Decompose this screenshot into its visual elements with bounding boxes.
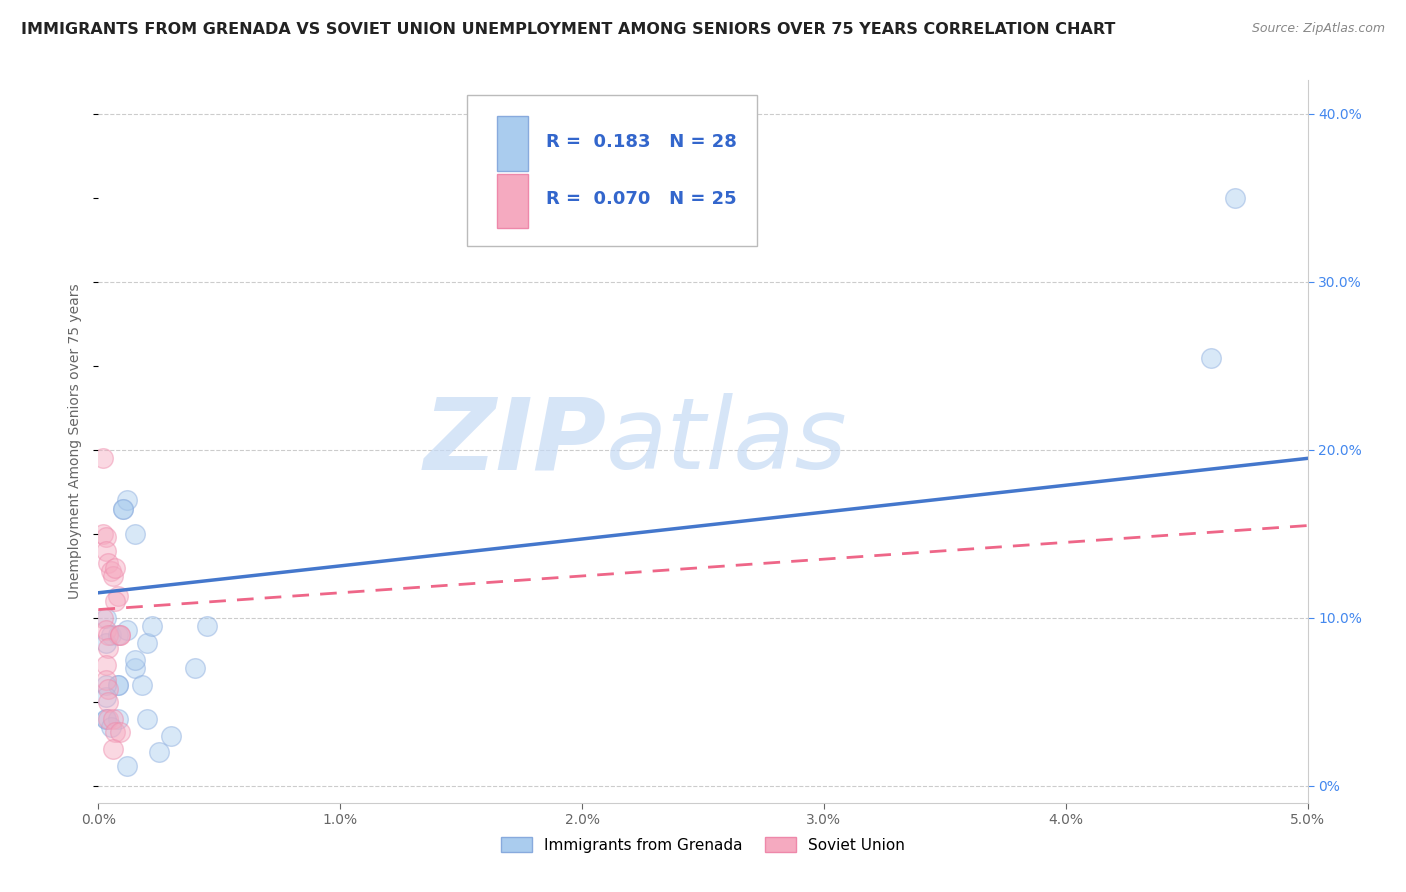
Point [94,543,117,558]
Y-axis label: Unemployment Among Seniors over 75 years: Unemployment Among Seniors over 75 years [69,284,83,599]
Point [91,611,114,625]
Point [97,712,120,726]
Point [94,623,117,637]
Text: ZIP: ZIP [423,393,606,490]
Point [1223,191,1246,205]
Point [135,712,157,726]
Text: R =  0.070   N = 25: R = 0.070 N = 25 [546,191,737,209]
Point [94,611,117,625]
Point [148,745,170,759]
Point [195,619,218,633]
Point [141,619,163,633]
Point [100,564,122,578]
Point [94,690,117,704]
FancyBboxPatch shape [467,95,758,246]
Point [97,556,120,570]
Point [117,493,139,508]
Point [107,712,129,726]
Point [111,501,134,516]
Point [135,636,157,650]
Point [97,628,120,642]
Point [184,661,207,675]
Point [124,527,146,541]
Point [1199,351,1222,365]
Point [104,725,127,739]
Point [108,725,131,739]
Point [94,530,117,544]
Text: R =  0.183   N = 28: R = 0.183 N = 28 [546,133,737,151]
Point [111,501,134,516]
Point [124,653,146,667]
Legend: Immigrants from Grenada, Soviet Union: Immigrants from Grenada, Soviet Union [494,829,912,860]
Point [131,678,153,692]
Point [108,628,131,642]
Point [104,560,127,574]
Point [101,569,124,583]
Point [94,636,117,650]
Point [108,628,131,642]
Point [94,712,117,726]
Point [94,678,117,692]
Point [100,628,122,642]
Bar [498,117,527,170]
Point [94,712,117,726]
Point [91,527,114,541]
Text: atlas: atlas [606,393,848,490]
Text: IMMIGRANTS FROM GRENADA VS SOVIET UNION UNEMPLOYMENT AMONG SENIORS OVER 75 YEARS: IMMIGRANTS FROM GRENADA VS SOVIET UNION … [21,22,1115,37]
Point [107,628,129,642]
Point [97,681,120,696]
Point [94,658,117,673]
Point [107,678,129,692]
Point [107,589,129,603]
Point [91,451,114,466]
Point [94,673,117,687]
Point [97,695,120,709]
Text: Source: ZipAtlas.com: Source: ZipAtlas.com [1251,22,1385,36]
Point [124,661,146,675]
Point [104,594,127,608]
Point [107,678,129,692]
Point [97,641,120,656]
Point [100,720,122,734]
Point [117,759,139,773]
Point [160,729,183,743]
Point [101,742,124,756]
Point [101,712,124,726]
Bar [498,174,527,228]
Point [117,623,139,637]
